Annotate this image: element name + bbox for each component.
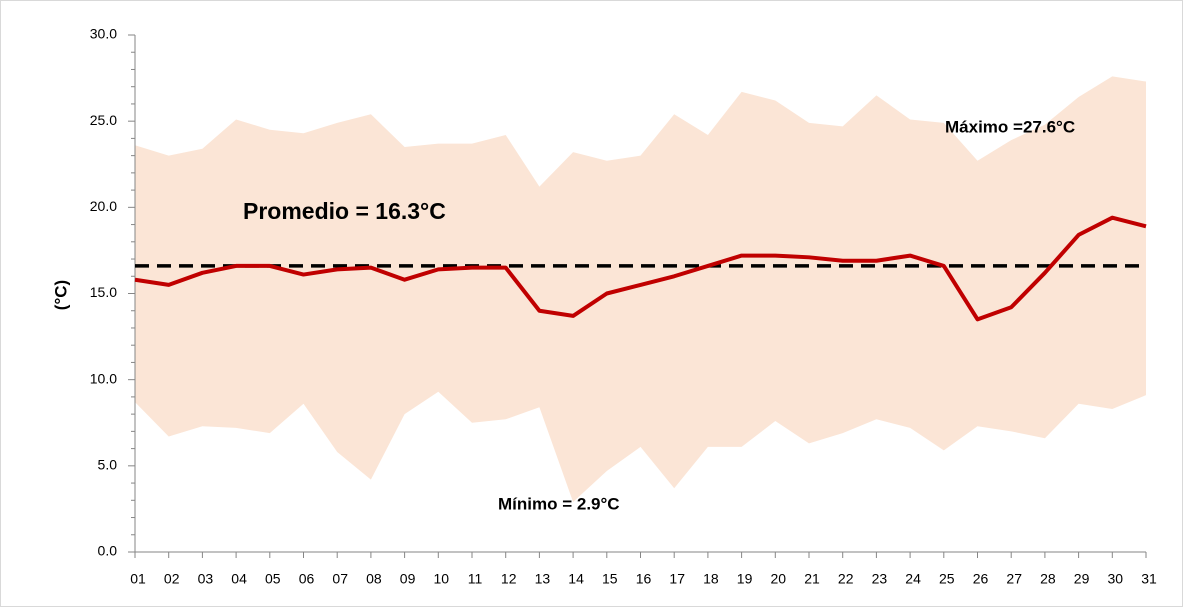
x-tick-label: 29 <box>1074 571 1090 587</box>
x-tick-label: 28 <box>1040 571 1056 587</box>
x-tick-label: 25 <box>939 571 955 587</box>
y-tick-label: 15.0 <box>90 284 117 300</box>
y-tick-label: 30.0 <box>90 26 117 42</box>
x-tick-label: 15 <box>602 571 618 587</box>
y-tick-label: 5.0 <box>98 457 118 473</box>
x-tick-label: 18 <box>703 571 719 587</box>
x-tick-label: 05 <box>265 571 281 587</box>
x-tick-label: 22 <box>838 571 854 587</box>
x-tick-label: 30 <box>1108 571 1124 587</box>
x-tick-label: 19 <box>737 571 753 587</box>
x-tick-label: 13 <box>535 571 551 587</box>
annotation: Mínimo = 2.9°C <box>498 494 620 513</box>
y-tick-label: 0.0 <box>98 543 118 559</box>
x-tick-label: 07 <box>332 571 348 587</box>
y-tick-label: 25.0 <box>90 112 117 128</box>
x-tick-label: 01 <box>130 571 146 587</box>
x-tick-label: 16 <box>636 571 652 587</box>
x-tick-label: 31 <box>1141 571 1157 587</box>
annotation: Máximo =27.6°C <box>945 117 1075 136</box>
x-tick-label: 12 <box>501 571 517 587</box>
mean-line <box>134 215 1147 322</box>
x-tick-label: 09 <box>400 571 416 587</box>
x-tick-label: 03 <box>198 571 214 587</box>
x-tick-label: 14 <box>568 571 584 587</box>
x-tick-label: 27 <box>1006 571 1022 587</box>
x-tick-label: 21 <box>804 571 820 587</box>
x-tick-label: 26 <box>973 571 989 587</box>
plot-area: 0.0 5.0 10.0 15.0 20.0 25.0 30.0 01 02 03 04 05 06 07… <box>90 26 1157 587</box>
x-tick-label: 04 <box>231 571 247 587</box>
x-tick-label: 06 <box>299 571 315 587</box>
y-axis-label: (°C) <box>51 280 70 310</box>
x-tick-label: 08 <box>366 571 382 587</box>
x-tick-label: 11 <box>468 571 483 587</box>
x-tick-label: 20 <box>771 571 787 587</box>
x-tick-label: 02 <box>164 571 180 587</box>
x-tick-label: 24 <box>905 571 921 587</box>
y-tick-label: 20.0 <box>90 198 117 214</box>
annotation: Promedio = 16.3°C <box>243 198 446 224</box>
y-tick-label: 10.0 <box>90 370 117 386</box>
x-tick-label: 23 <box>872 571 888 587</box>
x-tick-label: 17 <box>669 571 685 587</box>
x-tick-label: 10 <box>434 571 450 587</box>
range-band <box>135 76 1146 503</box>
